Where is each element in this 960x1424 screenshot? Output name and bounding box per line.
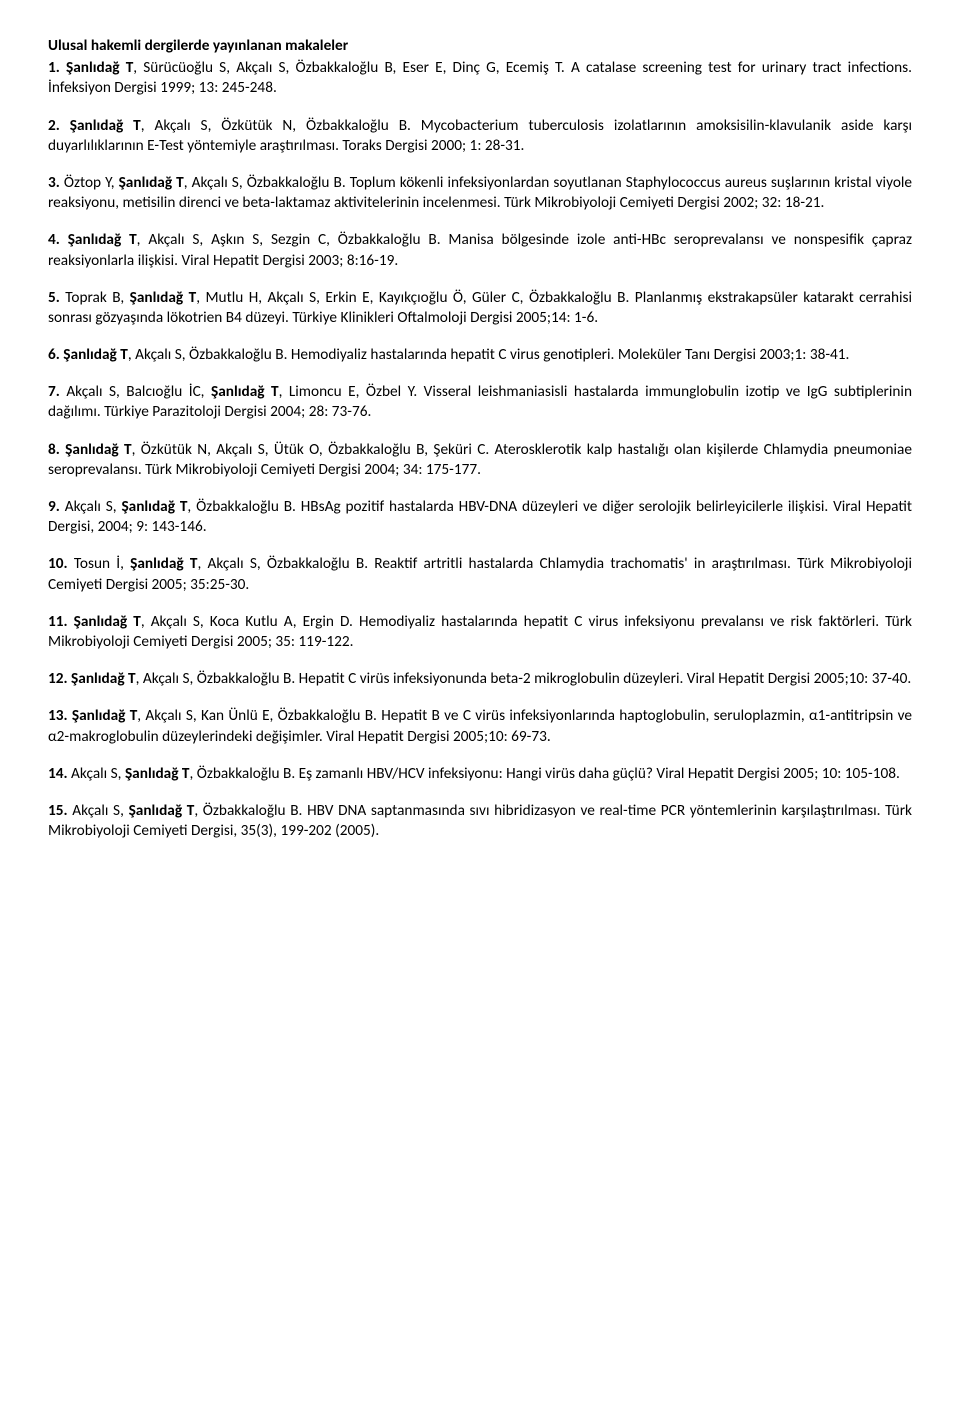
entry-author-bold: Şanlıdağ T [125, 764, 190, 783]
entry-author-bold: Şanlıdağ T [211, 382, 279, 401]
publication-entry: 4. Şanlıdağ T, Akçalı S, Aşkın S, Sezgin… [48, 230, 912, 270]
entry-number: 8. Şanlıdağ T [48, 440, 132, 459]
publication-entry: 6. Şanlıdağ T, Akçalı S, Özbakkaloğlu B.… [48, 345, 912, 365]
entry-text: , Akçalı S, Aşkın S, Sezgin C, Özbakkalo… [48, 230, 912, 269]
entry-number: 3. [48, 173, 60, 192]
entry-text: Akçalı S, [68, 801, 129, 820]
entry-number: 12. Şanlıdağ T [48, 669, 136, 688]
entry-number: 7. [48, 382, 60, 401]
entry-number: 10. [48, 554, 68, 573]
entry-text: , Akçalı S, Kan Ünlü E, Özbakkaloğlu B. … [48, 706, 912, 745]
entry-text: , Akçalı S, Koca Kutlu A, Ergin D. Hemod… [48, 612, 912, 651]
section-heading: Ulusal hakemli dergilerde yayınlanan mak… [48, 36, 912, 56]
entry-author-bold: Şanlıdağ T [129, 801, 195, 820]
publication-entry: 3. Öztop Y, Şanlıdağ T, Akçalı S, Özbakk… [48, 173, 912, 213]
publication-entry: 15. Akçalı S, Şanlıdağ T, Özbakkaloğlu B… [48, 801, 912, 841]
entry-author-bold: Şanlıdağ T [130, 554, 197, 573]
entry-number: 5. [48, 288, 60, 307]
entry-text: Öztop Y, [60, 173, 119, 192]
publication-entry: 8. Şanlıdağ T, Özkütük N, Akçalı S, Ütük… [48, 440, 912, 480]
entry-text: , Sürücüoğlu S, Akçalı S, Özbakkaloğlu B… [48, 58, 912, 97]
entry-number: 2. Şanlıdağ T [48, 116, 141, 135]
entry-text: , Akçalı S, Özbakkaloğlu B. Hemodiyaliz … [128, 345, 850, 364]
entry-number: 9. [48, 497, 60, 516]
entry-text: Toprak B, [60, 288, 130, 307]
entry-text: , Özkütük N, Akçalı S, Ütük O, Özbakkalo… [48, 440, 912, 479]
entry-text: , Özbakkaloğlu B. Eş zamanlı HBV/HCV inf… [190, 764, 900, 783]
publication-entry: 1. Şanlıdağ T, Sürücüoğlu S, Akçalı S, Ö… [48, 58, 912, 98]
entry-number: 6. Şanlıdağ T [48, 345, 128, 364]
entry-number: 14. [48, 764, 68, 783]
entry-number: 4. Şanlıdağ T [48, 230, 137, 249]
publication-entry: 7. Akçalı S, Balcıoğlu İC, Şanlıdağ T, L… [48, 382, 912, 422]
publication-entry: 14. Akçalı S, Şanlıdağ T, Özbakkaloğlu B… [48, 764, 912, 784]
entry-text: Akçalı S, [60, 497, 122, 516]
entry-author-bold: Şanlıdağ T [66, 58, 133, 77]
entry-number: 11. Şanlıdağ T [48, 612, 141, 631]
entry-text: Akçalı S, [68, 764, 125, 783]
publication-entry: 10. Tosun İ, Şanlıdağ T, Akçalı S, Özbak… [48, 554, 912, 594]
publication-entry: 5. Toprak B, Şanlıdağ T, Mutlu H, Akçalı… [48, 288, 912, 328]
entry-text: Tosun İ, [68, 554, 131, 573]
entry-text: , Akçalı S, Özkütük N, Özbakkaloğlu B. M… [48, 116, 912, 155]
entry-number: 13. Şanlıdağ T [48, 706, 137, 725]
publication-entry: 12. Şanlıdağ T, Akçalı S, Özbakkaloğlu B… [48, 669, 912, 689]
entry-number: 1. [48, 58, 60, 77]
entry-text: Akçalı S, Balcıoğlu İC, [60, 382, 211, 401]
entry-text: , Akçalı S, Özbakkaloğlu B. Hepatit C vi… [136, 669, 912, 688]
entry-author-bold: Şanlıdağ T [119, 173, 184, 192]
publication-entry: 9. Akçalı S, Şanlıdağ T, Özbakkaloğlu B.… [48, 497, 912, 537]
publication-entry: 11. Şanlıdağ T, Akçalı S, Koca Kutlu A, … [48, 612, 912, 652]
publication-list: 1. Şanlıdağ T, Sürücüoğlu S, Akçalı S, Ö… [48, 58, 912, 841]
entry-author-bold: Şanlıdağ T [130, 288, 197, 307]
publication-entry: 13. Şanlıdağ T, Akçalı S, Kan Ünlü E, Öz… [48, 706, 912, 746]
entry-number: 15. [48, 801, 68, 820]
entry-author-bold: Şanlıdağ T [121, 497, 187, 516]
publication-entry: 2. Şanlıdağ T, Akçalı S, Özkütük N, Özba… [48, 116, 912, 156]
